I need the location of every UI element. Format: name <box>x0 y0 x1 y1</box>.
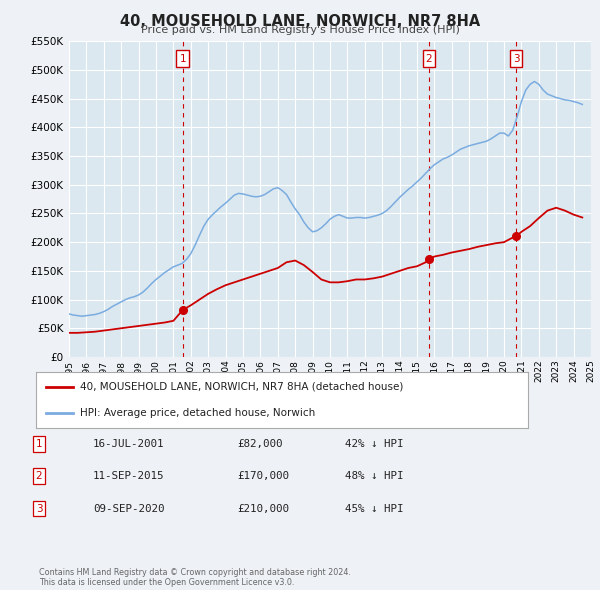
Text: Contains HM Land Registry data © Crown copyright and database right 2024.
This d: Contains HM Land Registry data © Crown c… <box>39 568 351 587</box>
Text: 16-JUL-2001: 16-JUL-2001 <box>93 439 164 448</box>
Text: 3: 3 <box>35 504 43 513</box>
Text: 40, MOUSEHOLD LANE, NORWICH, NR7 8HA: 40, MOUSEHOLD LANE, NORWICH, NR7 8HA <box>120 14 480 28</box>
Text: 42% ↓ HPI: 42% ↓ HPI <box>345 439 404 448</box>
Text: 40, MOUSEHOLD LANE, NORWICH, NR7 8HA (detached house): 40, MOUSEHOLD LANE, NORWICH, NR7 8HA (de… <box>80 382 404 392</box>
Text: 1: 1 <box>35 439 43 448</box>
Text: 09-SEP-2020: 09-SEP-2020 <box>93 504 164 513</box>
Text: 48% ↓ HPI: 48% ↓ HPI <box>345 471 404 481</box>
Text: 2: 2 <box>35 471 43 481</box>
Text: 3: 3 <box>512 54 520 64</box>
Text: 11-SEP-2015: 11-SEP-2015 <box>93 471 164 481</box>
Text: HPI: Average price, detached house, Norwich: HPI: Average price, detached house, Norw… <box>80 408 316 418</box>
Text: 2: 2 <box>425 54 433 64</box>
Text: Price paid vs. HM Land Registry's House Price Index (HPI): Price paid vs. HM Land Registry's House … <box>140 25 460 35</box>
Text: £170,000: £170,000 <box>237 471 289 481</box>
Text: £82,000: £82,000 <box>237 439 283 448</box>
Text: £210,000: £210,000 <box>237 504 289 513</box>
Text: 1: 1 <box>179 54 186 64</box>
Text: 45% ↓ HPI: 45% ↓ HPI <box>345 504 404 513</box>
